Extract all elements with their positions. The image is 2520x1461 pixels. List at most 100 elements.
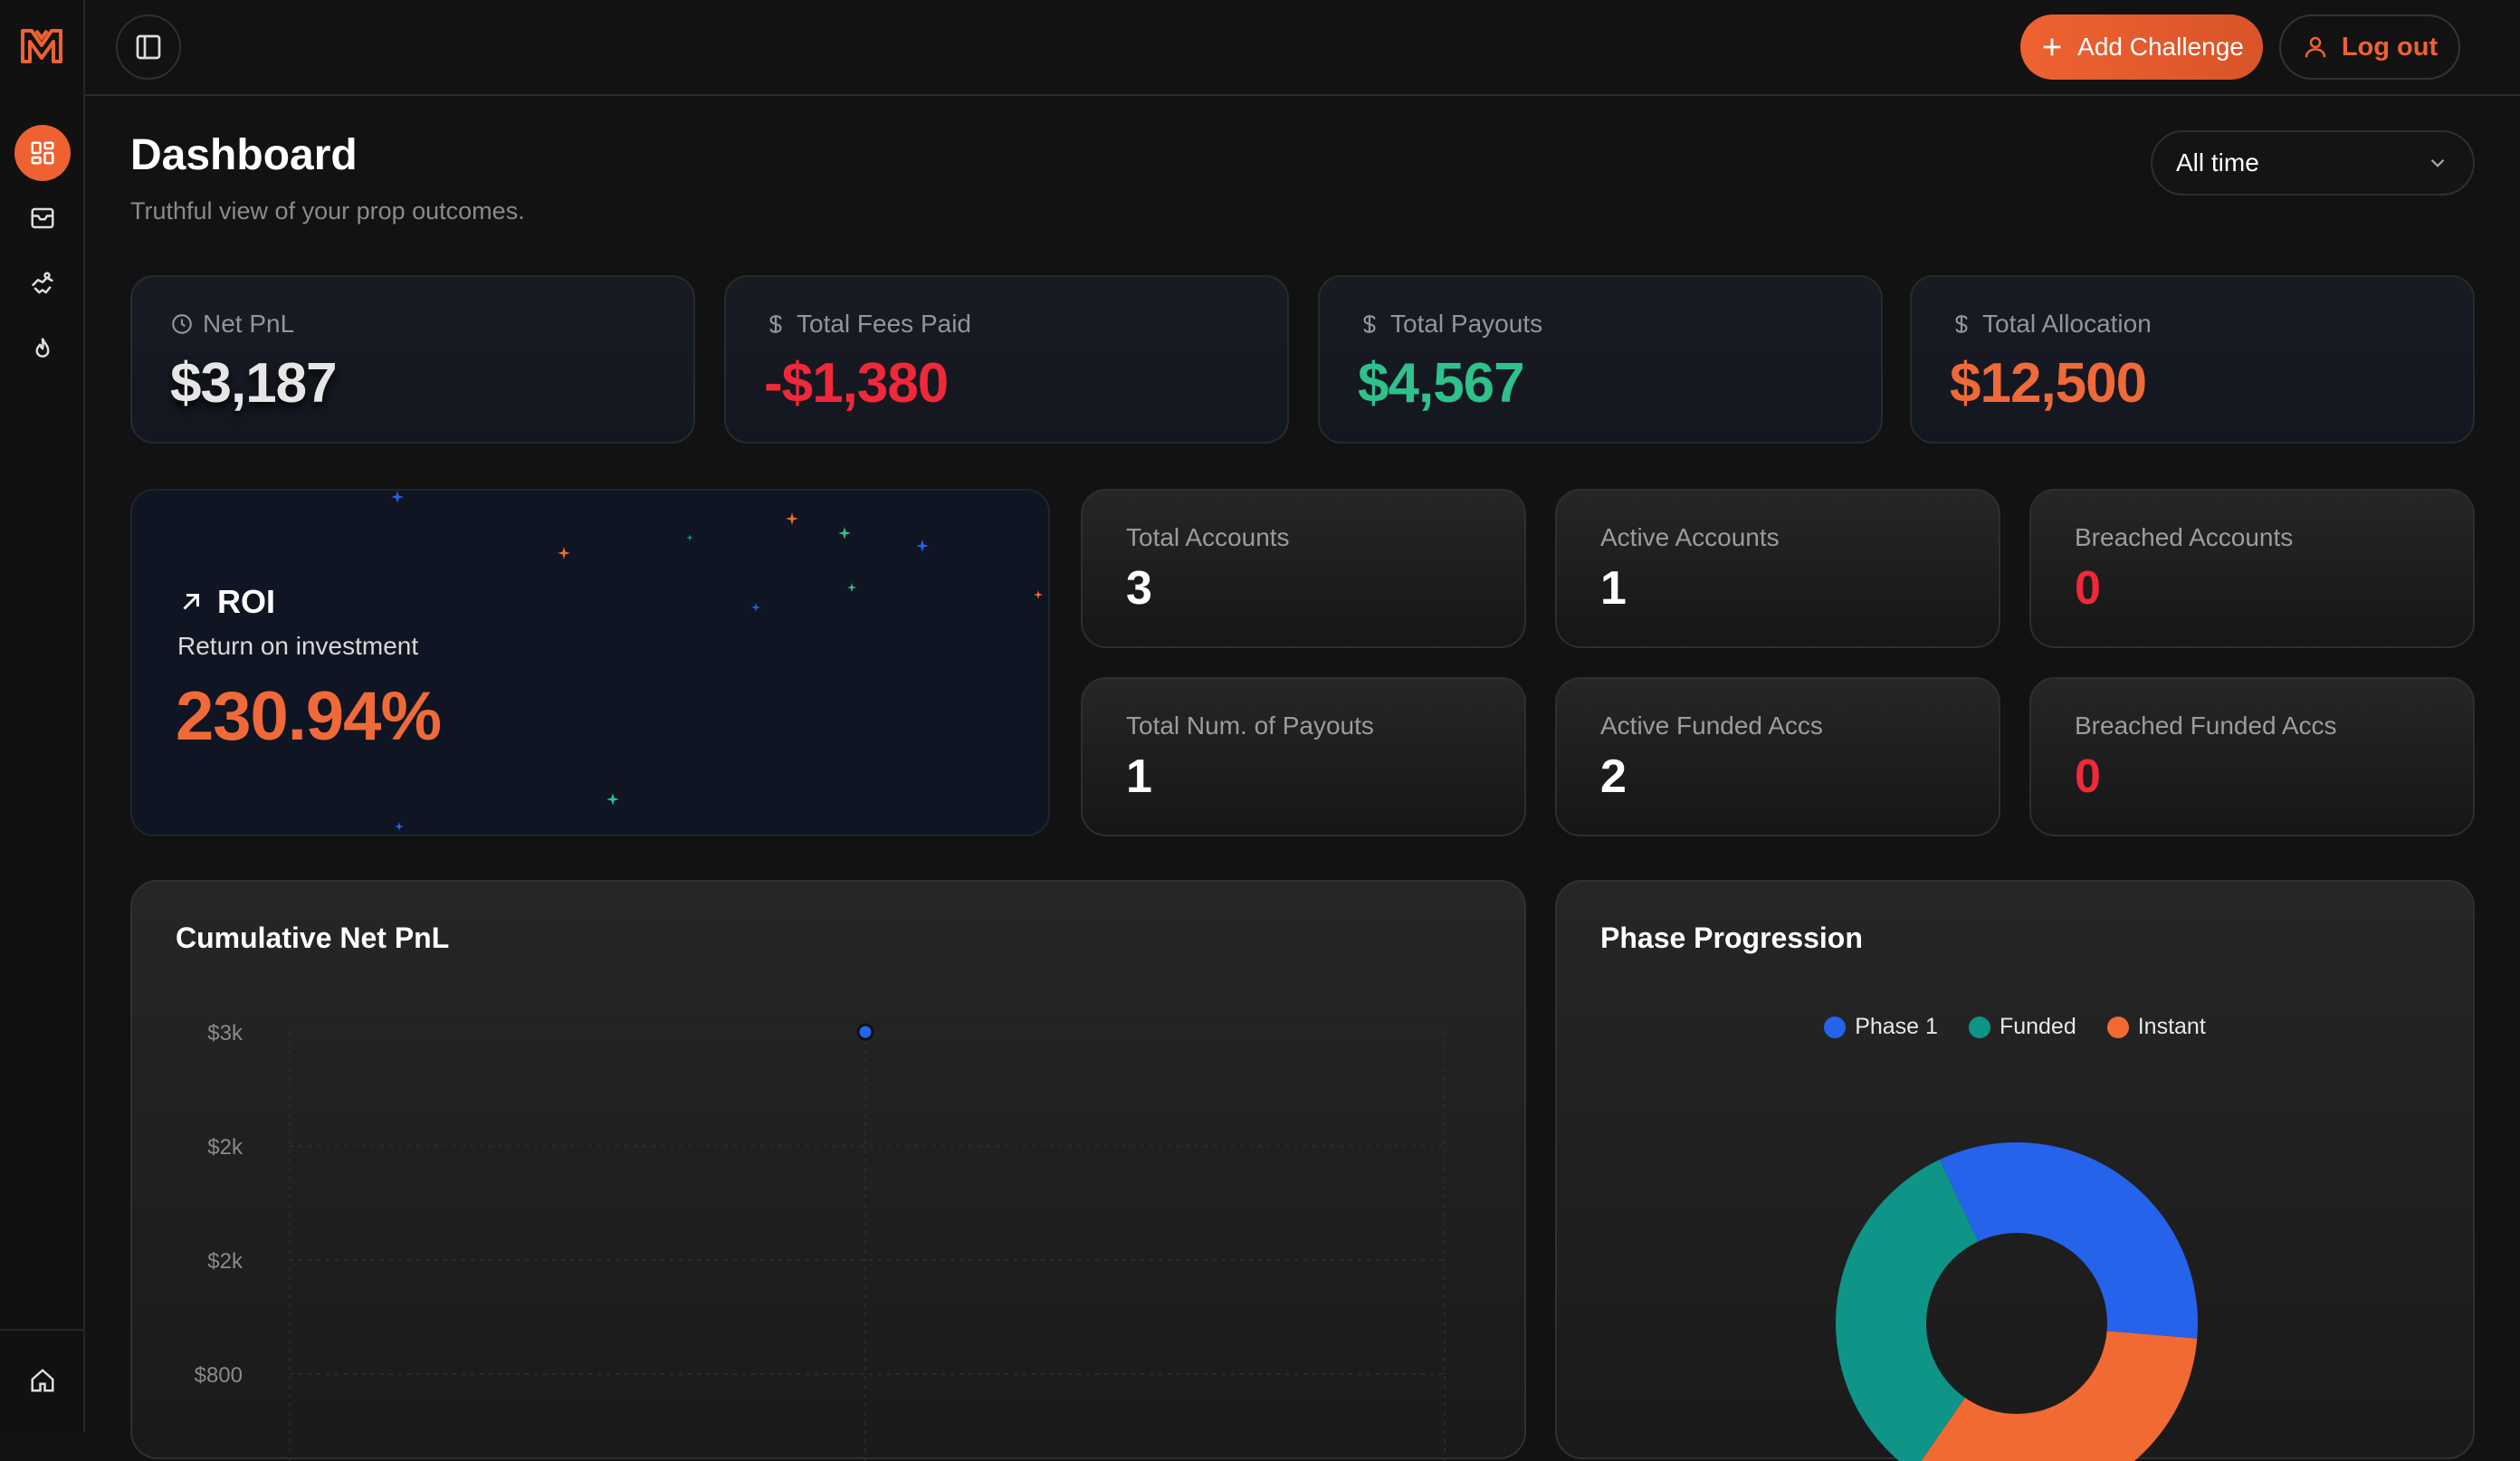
- roi-subtitle: Return on investment: [177, 632, 419, 660]
- home-icon: [31, 1369, 54, 1392]
- sparkle-icon: [395, 822, 404, 831]
- card-total-payouts-count: Total Num. of Payouts 1: [1081, 677, 1526, 836]
- clock-icon: [172, 314, 192, 334]
- roi-title: ROI: [217, 583, 276, 620]
- card-value: 1: [1126, 750, 1152, 803]
- nav-item-payouts[interactable]: [14, 255, 71, 311]
- nav-item-home[interactable]: [14, 1352, 71, 1408]
- card-value: 1: [1600, 562, 1627, 615]
- brand-logo[interactable]: [20, 25, 63, 65]
- card-label: Active Accounts: [1600, 523, 1780, 551]
- stat-card-total-allocation: Total Allocation $12,500: [1910, 275, 2475, 444]
- sparkle-icon: [606, 793, 619, 806]
- dollar-icon: [1363, 315, 1376, 333]
- card-label: Breached Funded Accs: [2075, 711, 2337, 740]
- slice-funded: [1836, 1160, 1979, 1461]
- sparkle-icon: [686, 534, 693, 541]
- sidebar: [0, 0, 85, 1432]
- card-breached-accounts: Breached Accounts 0: [2029, 489, 2475, 648]
- stat-label: Net PnL: [203, 310, 295, 338]
- chevron-down-icon: [2430, 158, 2445, 167]
- legend-label: Funded: [1999, 1014, 2076, 1039]
- y-tick-label: $2k: [207, 1249, 243, 1274]
- stat-label: Total Payouts: [1390, 310, 1543, 338]
- roi-card: ROI Return on investment 230.94%: [130, 489, 1050, 836]
- y-tick-label: $2k: [207, 1135, 243, 1160]
- sparkle-icon: [391, 491, 404, 503]
- logout-label: Log out: [2341, 32, 2439, 62]
- chart-legend: Phase 1 Funded Instant: [1557, 1014, 2473, 1040]
- panel-title: Phase Progression: [1600, 921, 1863, 954]
- logout-button[interactable]: Log out: [2279, 14, 2460, 80]
- card-value: 3: [1126, 562, 1152, 615]
- sidebar-toggle-icon: [136, 34, 161, 60]
- sidebar-divider: [0, 1329, 85, 1331]
- stat-value: $4,567: [1358, 352, 1525, 415]
- slice-phase1: [1939, 1142, 2198, 1339]
- legend-item-instant[interactable]: Instant: [2106, 1014, 2206, 1040]
- plus-icon: [2043, 38, 2061, 56]
- arrow-up-right-icon: [183, 594, 199, 610]
- sparkle-icon: [1034, 590, 1043, 599]
- stat-card-total-fees: Total Fees Paid -$1,380: [724, 275, 1289, 444]
- phase-donut-chart[interactable]: [1557, 882, 2477, 1461]
- inbox-icon: [31, 207, 54, 229]
- stat-label: Total Fees Paid: [797, 310, 971, 338]
- dashboard-grid-icon: [31, 141, 54, 165]
- legend-item-phase1[interactable]: Phase 1: [1824, 1014, 1938, 1040]
- card-value: 0: [2075, 750, 2101, 803]
- sparkle-icon: [558, 547, 570, 559]
- nav-item-dashboard[interactable]: [14, 125, 71, 181]
- sparkle-icon: [786, 512, 798, 525]
- roi-value: 230.94%: [176, 678, 442, 755]
- card-breached-funded: Breached Funded Accs 0: [2029, 677, 2475, 836]
- dollar-icon: [1955, 315, 1968, 333]
- stat-value: $12,500: [1950, 352, 2147, 415]
- time-range-value: All time: [2176, 148, 2259, 177]
- page-title: Dashboard: [130, 131, 358, 179]
- flame-icon: [35, 338, 50, 358]
- nav-item-inbox[interactable]: [14, 190, 71, 246]
- nav-item-streak[interactable]: [14, 320, 71, 377]
- sparkle-icon: [916, 540, 929, 552]
- sparkle-icon: [751, 603, 760, 612]
- data-point: [856, 1023, 874, 1041]
- dollar-icon: [769, 315, 782, 333]
- card-total-accounts: Total Accounts 3: [1081, 489, 1526, 648]
- y-tick-label: $3k: [207, 1021, 243, 1046]
- time-range-select[interactable]: All time: [2151, 130, 2475, 196]
- add-challenge-label: Add Challenge: [2077, 33, 2244, 61]
- cumulative-pnl-chart[interactable]: $3k $2k $2k $800: [132, 882, 1528, 1461]
- legend-label: Phase 1: [1855, 1014, 1938, 1039]
- sparkle-icon: [847, 583, 856, 592]
- legend-dot: [1824, 1016, 1847, 1038]
- legend-label: Instant: [2137, 1014, 2206, 1039]
- stat-card-net-pnl: Net PnL $3,187: [130, 275, 695, 444]
- card-value: 2: [1600, 750, 1627, 803]
- user-icon: [2305, 36, 2326, 58]
- legend-item-funded[interactable]: Funded: [1968, 1014, 2076, 1040]
- panel-title: Cumulative Net PnL: [176, 921, 450, 954]
- card-label: Breached Accounts: [2075, 523, 2294, 551]
- handshake-icon: [31, 272, 53, 294]
- card-active-funded: Active Funded Accs 2: [1555, 677, 2000, 836]
- stat-value: $3,187: [170, 352, 338, 415]
- page-subtitle: Truthful view of your prop outcomes.: [130, 197, 525, 224]
- legend-dot: [1968, 1016, 1990, 1038]
- card-active-accounts: Active Accounts 1: [1555, 489, 2000, 648]
- sidebar-toggle-button[interactable]: [116, 14, 181, 80]
- cumulative-pnl-panel: Cumulative Net PnL $3k $2k $2k $800: [130, 880, 1528, 1461]
- card-label: Active Funded Accs: [1600, 711, 1823, 740]
- card-label: Total Num. of Payouts: [1126, 711, 1374, 740]
- stat-value: -$1,380: [764, 352, 949, 415]
- legend-dot: [2106, 1016, 2129, 1038]
- sparkle-icon: [838, 527, 851, 540]
- phase-progression-panel: Phase Progression Phase 1 Funded Instant: [1555, 880, 2477, 1461]
- add-challenge-button[interactable]: Add Challenge: [2020, 14, 2263, 80]
- slice-instant: [1921, 1331, 2198, 1461]
- stat-card-total-payouts: Total Payouts $4,567: [1318, 275, 1883, 444]
- y-tick-label: $800: [195, 1363, 243, 1388]
- top-bar: Add Challenge Log out: [85, 0, 2520, 96]
- stat-label: Total Allocation: [1982, 310, 2152, 338]
- card-value: 0: [2075, 562, 2101, 615]
